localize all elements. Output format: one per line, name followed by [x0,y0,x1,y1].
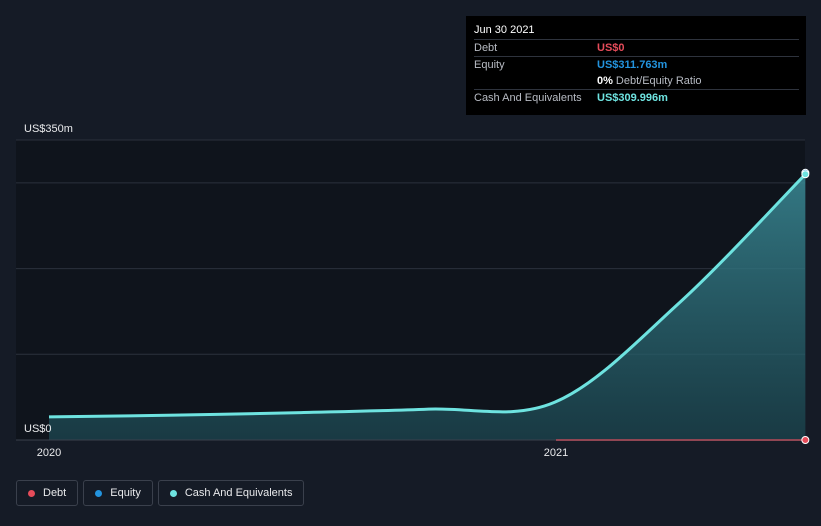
legend: Debt Equity Cash And Equivalents [16,480,309,506]
tooltip-row-ratio: 0% Debt/Equity Ratio [474,73,799,89]
legend-label-cash: Cash And Equivalents [184,487,293,499]
tooltip-equity-value: US$311.763m [597,59,668,71]
legend-dot-cash [169,489,177,497]
legend-label-equity: Equity [110,487,141,499]
legend-item-debt[interactable]: Debt [16,480,79,506]
tooltip-ratio-value: 0% [597,75,613,87]
tooltip-cash-value: US$309.996m [597,92,668,104]
cash-end-point [801,170,810,179]
tooltip-debt-label: Debt [474,42,498,54]
legend-dot-debt [28,489,35,497]
legend-label-debt: Debt [43,487,67,499]
legend-item-equity[interactable]: Equity [83,480,153,506]
x-tick-label-2020: 2020 [36,447,62,459]
tooltip-row-cash: Cash And Equivalents US$309.996m [474,89,799,106]
end-markers [801,168,810,444]
tooltip-date: Jun 30 2021 [474,24,535,36]
tooltip-cash-label: Cash And Equivalents [474,92,582,104]
tooltip: Jun 30 2021 Debt US$0 Equity US$311.763m… [466,16,806,115]
y-tick-label-max: US$350m [24,123,73,135]
cash-line [48,173,807,419]
legend-dot-equity [95,489,103,497]
y-tick-label-min: US$0 [24,423,52,435]
cash-area-fill [49,174,806,441]
tooltip-row-debt: Debt US$0 [474,39,799,56]
legend-item-cash[interactable]: Cash And Equivalents [157,480,305,506]
grid-lines [16,139,805,355]
tooltip-equity-label: Equity [474,59,505,71]
tooltip-row-equity: Equity US$311.763m [474,56,799,73]
tooltip-ratio-label: Debt/Equity Ratio [615,75,702,87]
x-tick-label-2021: 2021 [543,447,569,459]
tooltip-debt-value: US$0 [597,42,625,54]
debt-end-point [801,436,810,444]
